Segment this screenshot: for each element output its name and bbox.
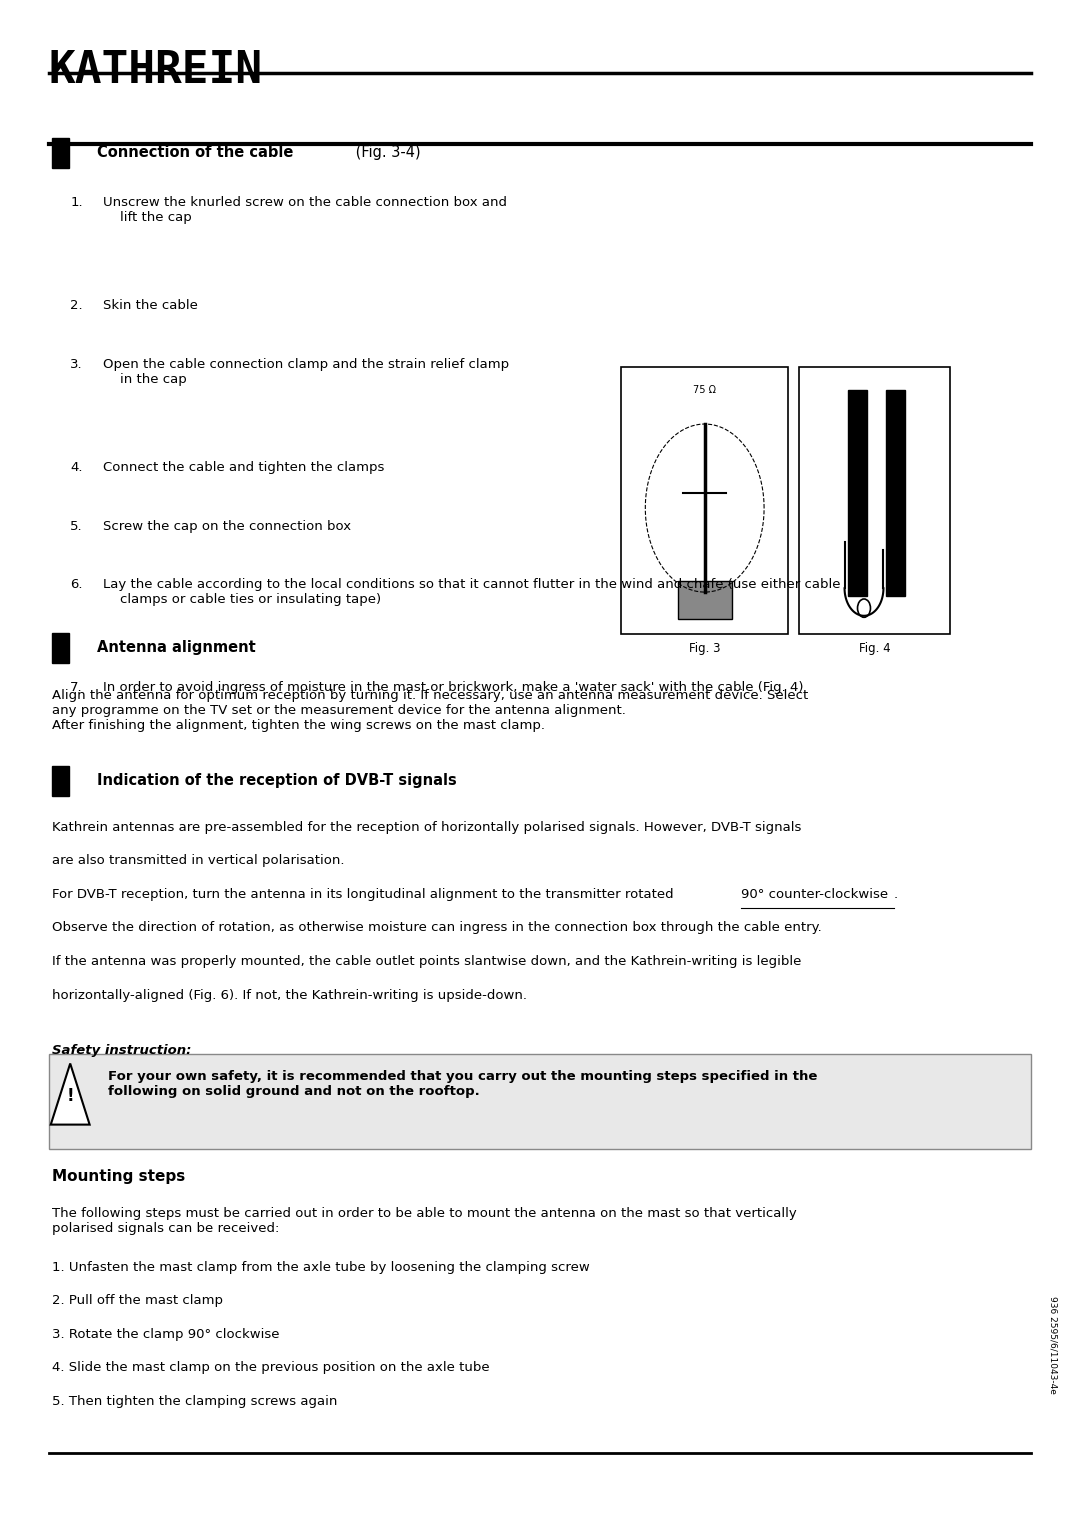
Text: Align the antenna for optimum reception by turning it. If necessary, use an ante: Align the antenna for optimum reception … bbox=[52, 689, 808, 732]
Text: For DVB-T reception, turn the antenna in its longitudinal alignment to the trans: For DVB-T reception, turn the antenna in… bbox=[52, 888, 678, 902]
Text: Open the cable connection clamp and the strain relief clamp
    in the cap: Open the cable connection clamp and the … bbox=[103, 358, 509, 385]
Text: 7.: 7. bbox=[70, 681, 83, 695]
Polygon shape bbox=[51, 1063, 90, 1125]
Bar bbox=[848, 390, 867, 596]
Text: Kathrein antennas are pre-assembled for the reception of horizontally polarised : Kathrein antennas are pre-assembled for … bbox=[52, 821, 801, 834]
Bar bbox=[678, 581, 732, 619]
Text: 1. Unfasten the mast clamp from the axle tube by loosening the clamping screw: 1. Unfasten the mast clamp from the axle… bbox=[52, 1261, 590, 1274]
Text: Observe the direction of rotation, as otherwise moisture can ingress in the conn: Observe the direction of rotation, as ot… bbox=[52, 921, 822, 935]
Text: The following steps must be carried out in order to be able to mount the antenna: The following steps must be carried out … bbox=[52, 1207, 797, 1235]
Bar bbox=[52, 633, 69, 663]
FancyBboxPatch shape bbox=[49, 1054, 1031, 1149]
Text: 3.: 3. bbox=[70, 358, 83, 371]
Text: 75 Ω: 75 Ω bbox=[693, 385, 716, 396]
Text: Antenna alignment: Antenna alignment bbox=[97, 640, 256, 656]
Text: KATHREIN: KATHREIN bbox=[49, 49, 262, 92]
Text: Connection of the cable: Connection of the cable bbox=[97, 145, 294, 160]
Text: 5.: 5. bbox=[70, 520, 83, 533]
Text: Skin the cable: Skin the cable bbox=[103, 299, 198, 313]
Text: 3. Rotate the clamp 90° clockwise: 3. Rotate the clamp 90° clockwise bbox=[52, 1328, 280, 1342]
Text: Lay the cable according to the local conditions so that it cannot flutter in the: Lay the cable according to the local con… bbox=[103, 578, 840, 605]
Text: 1.: 1. bbox=[70, 196, 83, 209]
Text: 4.: 4. bbox=[70, 461, 83, 475]
Text: Screw the cap on the connection box: Screw the cap on the connection box bbox=[103, 520, 351, 533]
Text: horizontally-aligned (Fig. 6). If not, the Kathrein-writing is upside-down.: horizontally-aligned (Fig. 6). If not, t… bbox=[52, 989, 527, 1002]
Bar bbox=[799, 367, 950, 634]
Text: 5. Then tighten the clamping screws again: 5. Then tighten the clamping screws agai… bbox=[52, 1395, 337, 1409]
Text: (Fig. 3-4): (Fig. 3-4) bbox=[351, 145, 420, 160]
Text: 6.: 6. bbox=[70, 578, 83, 591]
Text: Mounting steps: Mounting steps bbox=[52, 1169, 185, 1184]
Bar bbox=[52, 138, 69, 168]
Bar bbox=[886, 390, 905, 596]
Bar bbox=[621, 367, 788, 634]
Text: 2. Pull off the mast clamp: 2. Pull off the mast clamp bbox=[52, 1294, 222, 1308]
Text: Connect the cable and tighten the clamps: Connect the cable and tighten the clamps bbox=[103, 461, 384, 475]
Text: Fig. 4: Fig. 4 bbox=[859, 642, 891, 656]
Text: 2.: 2. bbox=[70, 299, 83, 313]
Text: If the antenna was properly mounted, the cable outlet points slantwise down, and: If the antenna was properly mounted, the… bbox=[52, 955, 801, 969]
Text: !: ! bbox=[66, 1086, 75, 1105]
Text: Fig. 3: Fig. 3 bbox=[689, 642, 720, 656]
Text: 936 2595/6/11043-4e: 936 2595/6/11043-4e bbox=[1049, 1296, 1057, 1394]
Text: 4. Slide the mast clamp on the previous position on the axle tube: 4. Slide the mast clamp on the previous … bbox=[52, 1361, 489, 1375]
Text: 90° counter-clockwise: 90° counter-clockwise bbox=[741, 888, 889, 902]
Bar bbox=[52, 766, 69, 796]
Text: Unscrew the knurled screw on the cable connection box and
    lift the cap: Unscrew the knurled screw on the cable c… bbox=[103, 196, 507, 223]
Text: .: . bbox=[893, 888, 897, 902]
Text: Safety instruction:: Safety instruction: bbox=[52, 1044, 191, 1057]
Text: are also transmitted in vertical polarisation.: are also transmitted in vertical polaris… bbox=[52, 854, 345, 868]
Text: For your own safety, it is recommended that you carry out the mounting steps spe: For your own safety, it is recommended t… bbox=[108, 1070, 818, 1097]
Text: Indication of the reception of DVB-T signals: Indication of the reception of DVB-T sig… bbox=[97, 773, 457, 788]
Text: In order to avoid ingress of moisture in the mast or brickwork, make a 'water sa: In order to avoid ingress of moisture in… bbox=[103, 681, 804, 695]
